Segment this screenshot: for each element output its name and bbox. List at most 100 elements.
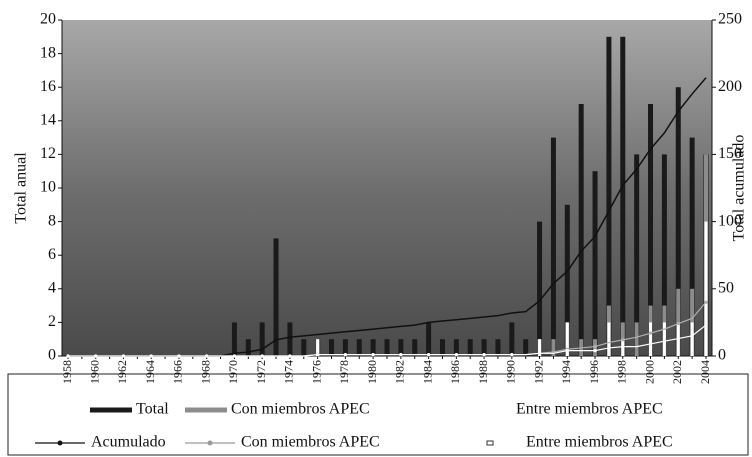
bar	[301, 339, 307, 356]
bar	[578, 104, 584, 356]
bar	[245, 339, 251, 356]
y-tick-label: 2	[48, 313, 56, 330]
bar	[231, 322, 237, 356]
y-tick-label: 12	[40, 145, 56, 162]
y2-tick-label: 200	[718, 78, 742, 95]
legend	[7, 373, 749, 456]
x-tick-label: 1986	[448, 360, 462, 384]
line-marker	[648, 331, 653, 335]
bar	[412, 339, 418, 356]
bar	[690, 322, 694, 356]
x-tick-label: 1958	[60, 360, 74, 384]
line	[68, 324, 707, 357]
y-tick-label: 14	[40, 111, 56, 128]
line-marker	[66, 354, 70, 358]
bar	[467, 339, 473, 356]
line-marker	[593, 349, 597, 353]
x-tick-label: 1984	[420, 360, 434, 384]
bar	[551, 339, 556, 356]
line-marker	[260, 354, 264, 358]
bar	[370, 339, 376, 356]
line-marker	[177, 354, 181, 358]
y-tick-label: 0	[48, 347, 56, 364]
line-marker	[704, 300, 708, 304]
bar	[356, 339, 362, 356]
y2-tick-label: 50	[718, 279, 734, 296]
x-tick-label: 1994	[559, 360, 573, 384]
bar	[537, 221, 543, 356]
line-marker	[288, 354, 292, 358]
x-tick-label: 1970	[226, 360, 240, 384]
legend-swatch	[486, 440, 494, 446]
bar	[273, 238, 279, 356]
y-tick-label: 8	[48, 212, 56, 229]
x-tick-label: 1966	[171, 360, 185, 384]
bar	[316, 339, 320, 356]
x-tick-label: 1974	[282, 360, 296, 384]
x-tick-label: 2004	[698, 360, 712, 384]
bar	[689, 137, 695, 356]
bar	[704, 221, 708, 356]
bar	[565, 322, 569, 356]
legend-label: Con miembros APEC	[231, 401, 370, 418]
bar	[259, 322, 265, 356]
bar	[648, 104, 654, 356]
line-marker	[316, 353, 320, 357]
bar	[287, 322, 293, 356]
x-tick-label: 2000	[642, 360, 656, 384]
line-marker	[621, 338, 625, 342]
bar	[564, 204, 570, 356]
bar	[634, 154, 640, 356]
line-marker	[343, 353, 347, 357]
bar	[426, 322, 432, 356]
bar	[550, 137, 556, 356]
bar	[329, 339, 335, 356]
x-tick-label: 1992	[531, 360, 545, 384]
legend-label: Entre miembros APEC	[516, 401, 663, 418]
bar	[523, 339, 529, 356]
legend-label: Acumulado	[91, 434, 166, 451]
bar	[592, 171, 598, 356]
y2-tick-label: 150	[718, 145, 742, 162]
bar	[495, 339, 501, 356]
line-marker	[510, 353, 514, 357]
bar	[607, 322, 611, 356]
line-marker	[704, 323, 708, 327]
bar	[439, 339, 445, 356]
x-tick-label: 1976	[309, 360, 323, 384]
x-tick-label: 1964	[143, 360, 157, 384]
plot-area	[62, 20, 712, 356]
legend-marker	[207, 440, 213, 446]
x-tick-label: 1998	[615, 360, 629, 384]
bar	[662, 322, 666, 356]
line-marker	[149, 354, 153, 358]
y2-axis-label: Total acumulado	[731, 135, 748, 242]
x-tick-label: 1996	[587, 360, 601, 384]
x-tick-label: 1988	[476, 360, 490, 384]
line-marker	[621, 344, 625, 349]
x-tick-label: 1990	[504, 360, 518, 384]
line-marker	[537, 351, 542, 355]
line-marker	[454, 353, 458, 357]
bar	[620, 36, 626, 357]
y-tick-label: 6	[48, 246, 56, 263]
y-tick-label: 4	[48, 279, 56, 296]
bar	[675, 87, 681, 356]
x-tick-label: 1972	[254, 360, 268, 384]
bar	[398, 339, 404, 356]
bar	[634, 322, 639, 356]
y-axis-label: Total anual	[13, 152, 30, 224]
x-tick-label: 1960	[87, 360, 101, 384]
bar	[342, 339, 348, 356]
line-marker	[121, 354, 126, 358]
bar	[453, 339, 459, 356]
legend-label: Entre miembros APEC	[526, 434, 673, 451]
bar	[481, 339, 487, 356]
x-tick-label: 1980	[365, 360, 379, 384]
y2-tick-label: 100	[718, 212, 742, 229]
line-marker	[205, 354, 209, 358]
line-marker	[676, 336, 680, 341]
line-marker	[676, 322, 680, 326]
bar	[384, 339, 390, 356]
